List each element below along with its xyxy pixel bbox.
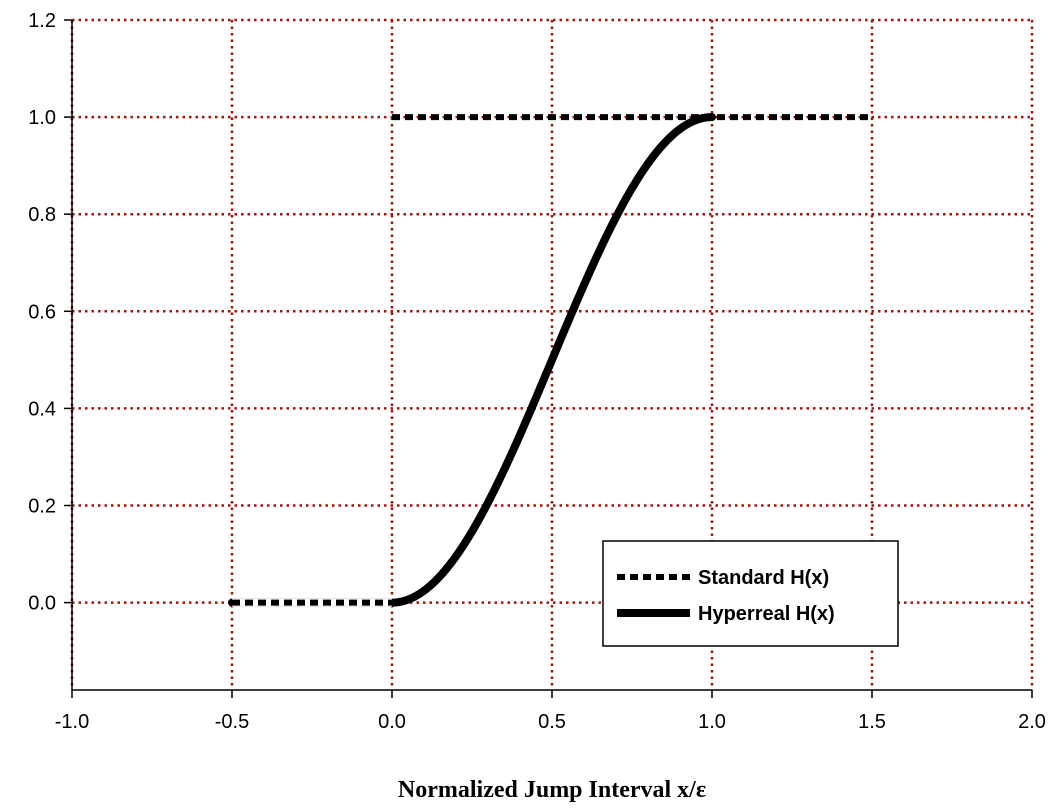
legend: Standard H(x) Hyperreal H(x) bbox=[602, 540, 899, 647]
y-tick-label-4: 0.8 bbox=[28, 204, 56, 226]
y-tick-label-5: 1.0 bbox=[28, 107, 56, 129]
series-lines bbox=[228, 113, 872, 607]
axes bbox=[64, 19, 1033, 698]
y-tick-label-3: 0.6 bbox=[28, 301, 56, 323]
x-axis-label: Normalized Jump Interval x/ε bbox=[398, 777, 706, 803]
y-tick-label-6: 1.2 bbox=[28, 10, 56, 32]
x-tick-label-3: 0.5 bbox=[538, 711, 566, 733]
x-tick-label-4: 1.0 bbox=[698, 711, 726, 733]
legend-label-hyperreal: Hyperreal H(x) bbox=[698, 603, 835, 625]
y-tick-label-1: 0.2 bbox=[28, 496, 56, 518]
x-tick-label-5: 1.5 bbox=[858, 711, 886, 733]
y-tick-label-2: 0.4 bbox=[28, 398, 56, 420]
x-tick-label-6: 2.0 bbox=[1018, 711, 1046, 733]
hyperreal-h-line bbox=[228, 113, 716, 607]
tick-labels: -1.0 -0.5 0.0 0.5 1.0 1.5 2.0 0.0 0.2 0.4 0.6 0.8 1.… bbox=[28, 10, 1046, 733]
legend-label-standard: Standard H(x) bbox=[698, 567, 829, 589]
x-tick-label-0: -1.0 bbox=[55, 711, 89, 733]
x-tick-label-1: -0.5 bbox=[215, 711, 249, 733]
x-tick-label-2: 0.0 bbox=[378, 711, 406, 733]
legend-box bbox=[602, 540, 899, 647]
y-tick-label-0: 0.0 bbox=[28, 593, 56, 615]
